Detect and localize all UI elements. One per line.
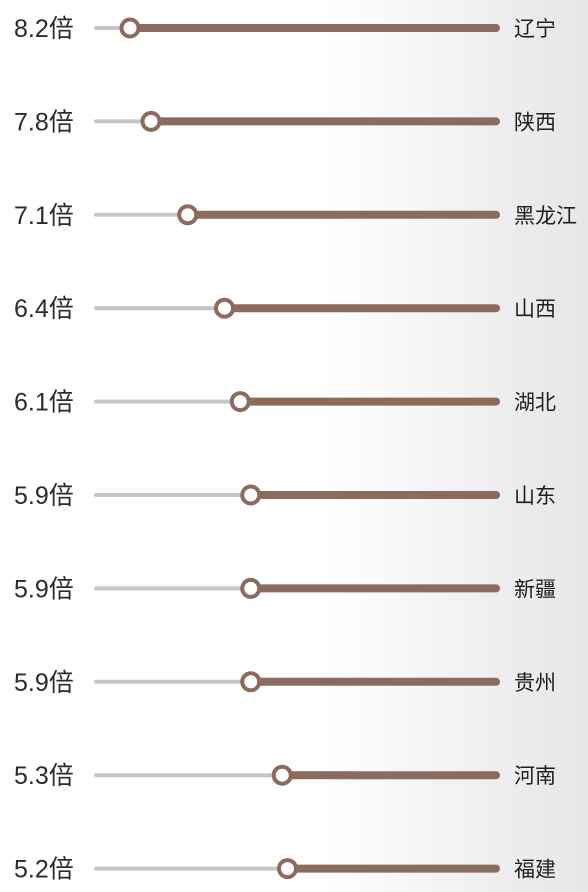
category-label: 山东 <box>514 484 556 508</box>
category-label: 新疆 <box>514 577 556 601</box>
value-label: 6.1倍 <box>14 389 74 417</box>
value-marker <box>277 858 298 880</box>
value-label: 7.8倍 <box>14 108 74 136</box>
category-label: 辽宁 <box>514 17 556 41</box>
row-5: 6.1倍 湖北 <box>14 389 556 417</box>
value-label: 7.1倍 <box>14 202 74 230</box>
category-label: 陕西 <box>514 110 556 134</box>
value-marker <box>229 391 251 413</box>
row-9: 5.3倍 河南 <box>14 762 556 790</box>
row-6: 5.9倍 山东 <box>14 482 556 510</box>
category-label: 河南 <box>514 764 556 788</box>
category-label: 贵州 <box>514 671 556 695</box>
value-marker <box>271 764 293 786</box>
row-10: 5.2倍 福建 <box>14 856 556 884</box>
value-label: 5.9倍 <box>14 669 74 697</box>
value-marker <box>240 484 262 506</box>
value-label: 5.9倍 <box>14 482 74 510</box>
value-label: 8.2倍 <box>14 15 74 43</box>
value-label: 6.4倍 <box>14 295 74 323</box>
category-label: 湖北 <box>514 391 556 415</box>
row-2: 7.8倍 陕西 <box>14 108 556 136</box>
row-4: 6.4倍 山西 <box>14 295 556 323</box>
row-1: 8.2倍 辽宁 <box>14 15 556 43</box>
value-label: 5.3倍 <box>14 762 74 790</box>
row-3: 7.1倍 黑龙江 <box>14 202 577 230</box>
value-marker <box>140 110 162 132</box>
category-label: 福建 <box>514 858 556 882</box>
value-label: 5.2倍 <box>14 856 74 884</box>
value-label: 5.9倍 <box>14 575 74 603</box>
value-marker <box>214 297 235 319</box>
row-8: 5.9倍 贵州 <box>14 669 556 697</box>
category-label: 山西 <box>514 297 556 321</box>
value-marker <box>240 671 262 693</box>
value-marker <box>240 577 262 599</box>
row-7: 5.9倍 新疆 <box>14 575 556 603</box>
value-marker <box>119 17 141 39</box>
value-marker <box>177 204 199 226</box>
category-label: 黑龙江 <box>514 204 577 228</box>
